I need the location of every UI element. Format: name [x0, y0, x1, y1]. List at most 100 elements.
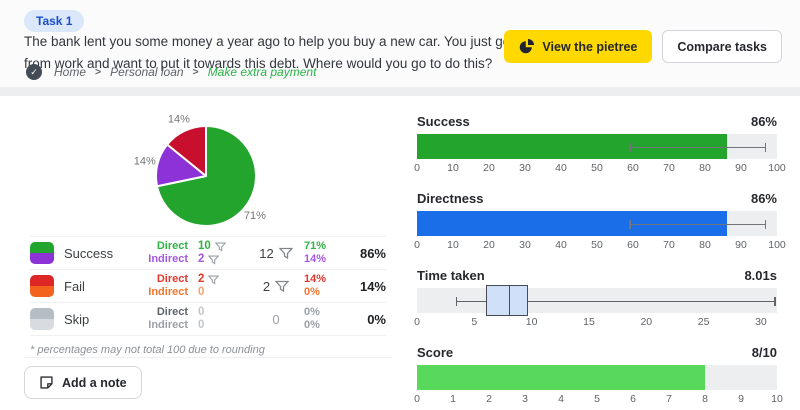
metric-axis: 0 10 20 30 40 50 60 70 80 90 100 — [414, 239, 786, 252]
axis-tick-label: 90 — [735, 239, 747, 251]
rounding-footnote: * percentages may not total 100 due to r… — [30, 335, 386, 356]
axis-tick-label: 10 — [771, 393, 783, 405]
row-name: Success — [64, 245, 114, 261]
axis-tick-label: 90 — [735, 162, 747, 174]
indirect-label: Indirect — [148, 253, 188, 265]
metric-label: Success — [417, 113, 470, 129]
breadcrumb: ✓ Home > Personal loan > Make extra paym… — [26, 64, 316, 80]
axis-tick-label: 20 — [640, 316, 653, 328]
total-value: 12 — [259, 245, 274, 261]
metric-track-time-taken[interactable] — [417, 285, 777, 316]
axis-tick-label: 10 — [525, 316, 538, 328]
axis-tick-label: 5 — [594, 393, 600, 405]
funnel-filter-icon[interactable] — [208, 275, 220, 285]
pie-slice-label: 14% — [168, 114, 190, 126]
total-value: 0 — [272, 311, 280, 327]
metric-value: 8.01s — [744, 267, 777, 283]
axis-tick-label: 20 — [483, 162, 495, 174]
funnel-filter-icon[interactable] — [214, 242, 226, 252]
table-row-fail: Fail Direct Indirect 2 0 2 — [30, 269, 386, 302]
task-description: The bank lent you some money a year ago … — [24, 34, 566, 71]
axis-tick-label: 7 — [666, 393, 672, 405]
axis-tick-label: 40 — [555, 162, 567, 174]
breadcrumb-personal-loan[interactable]: Personal loan — [110, 65, 184, 79]
axis-tick-label: 60 — [627, 162, 639, 174]
metric-directness: Directness 86% 0 10 20 30 40 50 60 70 80 90 100 — [414, 189, 786, 252]
pie-chart[interactable]: 71% 14% 14% — [74, 104, 338, 264]
note-icon — [39, 375, 54, 390]
axis-tick-label: 25 — [697, 316, 710, 328]
direct-pct: 71% — [304, 240, 327, 252]
metric-value: 86% — [750, 113, 777, 129]
axis-tick-label: 100 — [768, 162, 786, 174]
view-pietree-button[interactable]: View the pietree — [504, 30, 653, 63]
total-value: 2 — [262, 278, 271, 294]
axis-tick-label: 20 — [483, 239, 495, 251]
check-circle-icon: ✓ — [26, 64, 42, 80]
pie-slice-label: 14% — [134, 156, 156, 168]
axis-tick-label: 15 — [583, 316, 595, 328]
total-pct: 0% — [367, 311, 386, 327]
chevron-right-icon: > — [192, 66, 199, 78]
total-pct: 14% — [359, 278, 386, 294]
chevron-right-icon: > — [95, 66, 102, 78]
direct-value: 0 — [198, 306, 205, 318]
metric-axis: 0 1 2 3 4 5 6 7 8 9 10 — [414, 393, 783, 406]
pie-chart-icon — [519, 39, 535, 54]
indirect-value: 0 — [198, 286, 205, 298]
axis-tick-label: 8 — [702, 393, 708, 405]
metric-value: 86% — [750, 190, 777, 206]
funnel-filter-icon[interactable] — [278, 247, 293, 260]
boxplot-box — [485, 285, 529, 316]
axis-tick-label: 6 — [630, 393, 636, 405]
axis-tick-label: 9 — [738, 393, 744, 405]
axis-tick-label: 70 — [663, 162, 675, 174]
metric-track-score[interactable] — [417, 365, 777, 390]
results-table: Success Direct Indirect 10 2 12 — [0, 236, 400, 356]
axis-tick-label: 30 — [755, 316, 767, 328]
axis-tick-label: 80 — [699, 239, 711, 251]
compare-tasks-button[interactable]: Compare tasks — [662, 30, 782, 63]
indirect-value: 0 — [198, 319, 205, 331]
metric-time-taken: Time taken 8.01s 0 5 10 15 20 25 30 — [414, 266, 777, 329]
pie-slice-label: 71% — [244, 210, 266, 222]
indirect-label: Indirect — [148, 286, 188, 298]
results-panel: 71% 14% 14% Success Direct Indirect 10 — [0, 96, 400, 410]
direct-pct: 0% — [304, 306, 320, 318]
metric-track-success[interactable] — [417, 134, 777, 159]
axis-tick-label: 0 — [414, 316, 420, 328]
metric-value: 8/10 — [751, 344, 777, 360]
metric-label: Score — [417, 344, 454, 360]
indirect-pct: 0% — [304, 319, 320, 331]
view-pietree-label: View the pietree — [542, 39, 638, 54]
breadcrumb-make-extra-payment[interactable]: Make extra payment — [207, 65, 317, 79]
success-swatch-icon — [30, 242, 54, 264]
metric-axis: 0 10 20 30 40 50 60 70 80 90 100 — [414, 162, 786, 175]
table-row-success: Success Direct Indirect 10 2 12 — [30, 236, 386, 269]
axis-tick-label: 0 — [414, 239, 420, 251]
metric-score: Score 8/10 0 1 2 3 4 5 6 7 8 9 10 — [414, 343, 783, 406]
error-bar — [629, 143, 767, 152]
funnel-filter-icon[interactable] — [275, 280, 290, 293]
boxplot-whisker — [455, 297, 776, 306]
axis-tick-label: 30 — [519, 239, 531, 251]
total-pct: 86% — [359, 245, 386, 261]
axis-tick-label: 10 — [447, 162, 459, 174]
pie-slice-fail-direct[interactable] — [166, 125, 207, 177]
metric-label: Time taken — [417, 267, 485, 283]
table-row-skip: Skip Direct Indirect 0 0 0 0% 0% — [30, 302, 386, 335]
row-name: Skip — [64, 311, 90, 327]
funnel-filter-icon[interactable] — [208, 255, 220, 265]
axis-tick-label: 50 — [591, 162, 603, 174]
row-name: Fail — [64, 278, 85, 294]
axis-tick-label: 3 — [522, 393, 528, 405]
indirect-pct: 0% — [304, 286, 320, 298]
breadcrumb-home[interactable]: Home — [54, 65, 87, 79]
metric-label: Directness — [417, 190, 484, 206]
add-note-button[interactable]: Add a note — [24, 366, 142, 399]
skip-swatch-icon — [30, 308, 54, 330]
compare-tasks-label: Compare tasks — [677, 39, 767, 54]
direct-value: 10 — [198, 240, 211, 252]
metric-track-directness[interactable] — [417, 211, 777, 236]
